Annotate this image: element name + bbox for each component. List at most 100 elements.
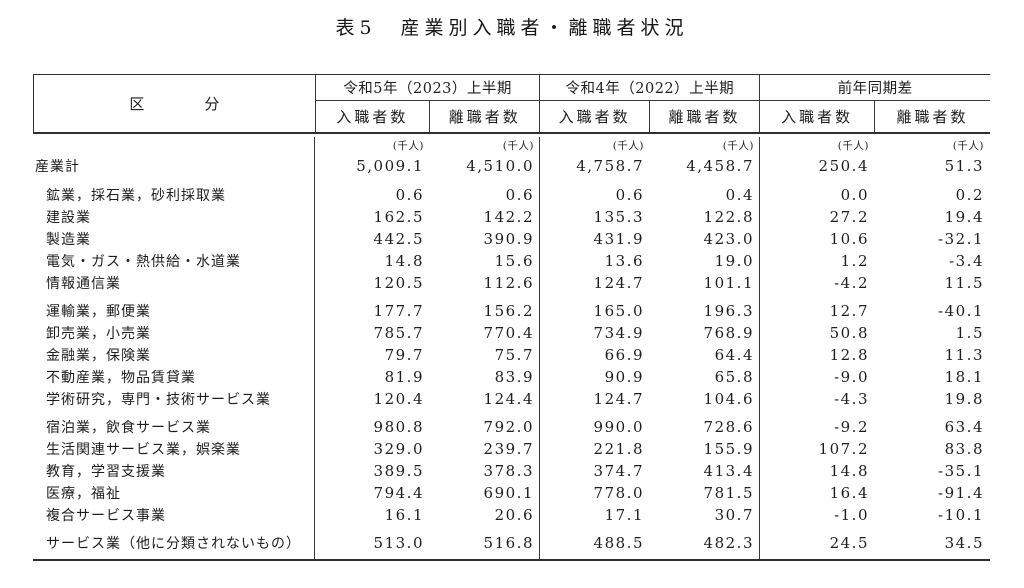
cell-value: -9.0: [834, 368, 869, 386]
cell-value: 17.1: [604, 506, 644, 524]
cell-value: 4,758.7: [576, 156, 644, 175]
cell-value: 516.8: [483, 534, 534, 552]
column-divider: [759, 137, 760, 559]
row-label: 鉱業，採石業，砂利採取業: [46, 188, 226, 204]
row-label: 卸売業，小売業: [46, 326, 151, 342]
cell-value: -32.1: [938, 230, 984, 248]
unit-label: (千人): [502, 139, 534, 152]
cell-value: 768.9: [703, 324, 754, 342]
cell-value: 389.5: [373, 462, 424, 480]
cell-value: 177.7: [373, 302, 424, 320]
table-row: 教育，学習支援業 389.5 378.3 374.7 413.4 14.8 -35.1: [33, 460, 990, 482]
row-label: 金融業，保険業: [46, 348, 151, 364]
cell-value: 50.8: [829, 324, 869, 342]
cell-value: 4,458.7: [686, 156, 754, 175]
cell-value: 83.9: [494, 368, 534, 386]
table-row: 宿泊業，飲食サービス業 980.8 792.0 990.0 728.6 -9.2 63.4: [33, 416, 990, 438]
cell-value: 107.2: [818, 440, 869, 458]
table-row: 運輸業，郵便業 177.7 156.2 165.0 196.3 12.7 -40.1: [33, 300, 990, 322]
cell-value: 90.9: [604, 368, 644, 386]
cell-value: 734.9: [593, 324, 644, 342]
header-group-2022: 令和4年（2022）上半期 入職者数 離職者数: [540, 75, 761, 132]
cell-value: 14.8: [829, 462, 869, 480]
cell-value: 20.6: [494, 506, 534, 524]
cell-value: 778.0: [593, 484, 644, 502]
header-2023-separations-label: 離職者数: [448, 108, 521, 126]
header-2022-hires-label: 入職者数: [540, 101, 650, 132]
cell-value: 794.4: [373, 484, 424, 502]
cell-value: 413.4: [703, 462, 754, 480]
cell-value: 66.9: [604, 346, 644, 364]
cell-value: 1.5: [955, 324, 984, 342]
cell-value: 5,009.1: [356, 156, 424, 175]
table-row: 産業計 5,009.1 4,510.0 4,758.7 4,458.7 250.4 51.3: [33, 153, 990, 178]
cell-value: 431.9: [593, 230, 644, 248]
header-subrow: 入職者数 離職者数: [540, 101, 759, 132]
header-subrow: 入職者数 離職者数: [760, 101, 990, 132]
cell-value: 250.4: [818, 156, 869, 175]
cell-value: 329.0: [373, 440, 424, 458]
cell-value: 124.7: [593, 390, 644, 408]
row-label: 製造業: [46, 232, 91, 248]
row-label: 教育，学習支援業: [46, 464, 166, 480]
cell-value: 124.7: [593, 274, 644, 292]
cell-value: 0.4: [725, 186, 754, 204]
cell-value: 0.2: [955, 186, 984, 204]
cell-value: -4.3: [834, 390, 869, 408]
cell-value: -10.1: [938, 506, 984, 524]
cell-value: 482.3: [703, 534, 754, 552]
cell-value: 12.8: [829, 346, 869, 364]
cell-value: 15.6: [494, 252, 534, 270]
cell-value: 990.0: [593, 418, 644, 436]
header-subrow: 入職者数 離職者数: [316, 101, 540, 132]
table-row: 卸売業，小売業 785.7 770.4 734.9 768.9 50.8 1.5: [33, 322, 990, 344]
cell-value: 63.4: [944, 418, 984, 436]
cell-value: 221.8: [593, 440, 644, 458]
row-label: 不動産業，物品賃貸業: [46, 370, 196, 386]
header-yoy-hires-label: 入職者数: [760, 101, 876, 132]
table-row: 生活関連サービス業，娯楽業 329.0 239.7 221.8 155.9 107.2 83…: [33, 438, 990, 460]
row-label: 電気・ガス・熱供給・水道業: [46, 254, 241, 270]
table-row: 医療，福祉 794.4 690.1 778.0 781.5 16.4 -91.4: [33, 482, 990, 504]
cell-value: 4,510.0: [466, 156, 534, 175]
row-label: 生活関連サービス業，娯楽業: [46, 442, 241, 458]
cell-value: 0.6: [505, 186, 534, 204]
cell-value: 980.8: [373, 418, 424, 436]
unit-label: (千人): [392, 139, 424, 152]
cell-value: 165.0: [593, 302, 644, 320]
unit-label: (千人): [612, 139, 644, 152]
units-row: (千人) (千人) (千人) (千人) (千人) (千人): [33, 137, 990, 153]
table-row: 複合サービス事業 16.1 20.6 17.1 30.7 -1.0 -10.1: [33, 504, 990, 526]
cell-value: 378.3: [483, 462, 534, 480]
cell-value: 390.9: [483, 230, 534, 248]
cell-value: 792.0: [483, 418, 534, 436]
row-label: 建設業: [46, 210, 91, 226]
cell-value: 112.6: [483, 274, 534, 292]
cell-value: 442.5: [373, 230, 424, 248]
table-row: 学術研究，専門・技術サービス業 120.4 124.4 124.7 104.6 -4.3 1…: [33, 388, 990, 410]
cell-value: 156.2: [483, 302, 534, 320]
cell-value: 1.2: [840, 252, 869, 270]
cell-value: 51.3: [944, 156, 984, 175]
industry-hires-separations-table: 区 分 令和5年（2023）上半期 入職者数 離職者数 令和4年（2022）上半…: [33, 74, 990, 561]
cell-value: 10.6: [829, 230, 869, 248]
cell-value: 16.1: [384, 506, 424, 524]
cell-value: 101.1: [703, 274, 754, 292]
header-2023-hires-label: 入職者数: [316, 101, 431, 132]
table-row: 電気・ガス・熱供給・水道業 14.8 15.6 13.6 19.0 1.2 -3.4: [33, 250, 990, 272]
cell-value: 239.7: [483, 440, 534, 458]
cell-value: 19.4: [944, 208, 984, 226]
unit-label: (千人): [952, 139, 984, 152]
cell-value: 13.6: [604, 252, 644, 270]
header-kubun-cell: 区 分: [34, 75, 316, 132]
table-header: 区 分 令和5年（2023）上半期 入職者数 離職者数 令和4年（2022）上半…: [33, 74, 990, 134]
data-rows-container: 産業計 5,009.1 4,510.0 4,758.7 4,458.7 250.4 51.3…: [33, 153, 990, 554]
row-label: 学術研究，専門・技術サービス業: [46, 392, 271, 408]
table-row: 情報通信業 120.5 112.6 124.7 101.1 -4.2 11.5: [33, 272, 990, 294]
column-divider: [314, 137, 315, 559]
cell-value: 135.3: [593, 208, 644, 226]
cell-value: 64.4: [714, 346, 754, 364]
cell-value: 27.2: [829, 208, 869, 226]
table-row: 製造業 442.5 390.9 431.9 423.0 10.6 -32.1: [33, 228, 990, 250]
